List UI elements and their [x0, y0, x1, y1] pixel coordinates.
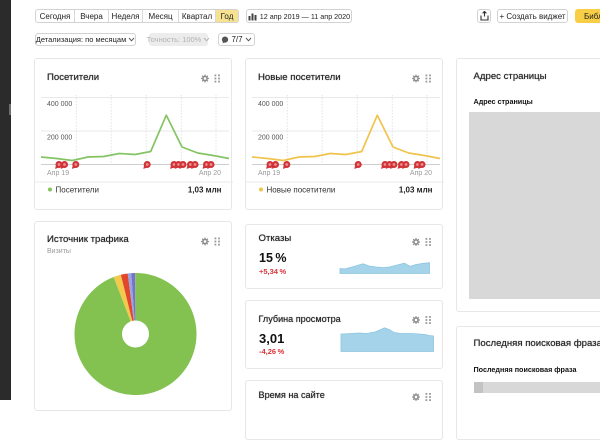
svg-text:400 000: 400 000	[47, 101, 72, 108]
svg-text:200 000: 200 000	[47, 135, 72, 142]
svg-text:Апр 20: Апр 20	[410, 170, 432, 177]
svg-text:Апр 19: Апр 19	[47, 170, 69, 177]
svg-text:400 000: 400 000	[258, 101, 283, 108]
svg-text:Посетители: Посетители	[56, 186, 99, 195]
svg-text:1,03 млн: 1,03 млн	[188, 186, 222, 195]
svg-text:200 000: 200 000	[258, 135, 283, 142]
svg-text:Апр 19: Апр 19	[258, 170, 280, 177]
svg-text:1,03 млн: 1,03 млн	[399, 186, 433, 195]
svg-text:Апр 20: Апр 20	[199, 170, 221, 177]
svg-text:Новые посетители: Новые посетители	[267, 186, 336, 195]
